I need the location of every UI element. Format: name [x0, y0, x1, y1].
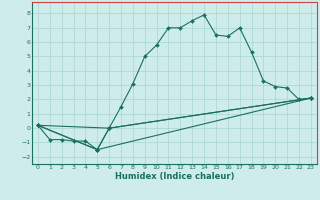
X-axis label: Humidex (Indice chaleur): Humidex (Indice chaleur) — [115, 172, 234, 181]
